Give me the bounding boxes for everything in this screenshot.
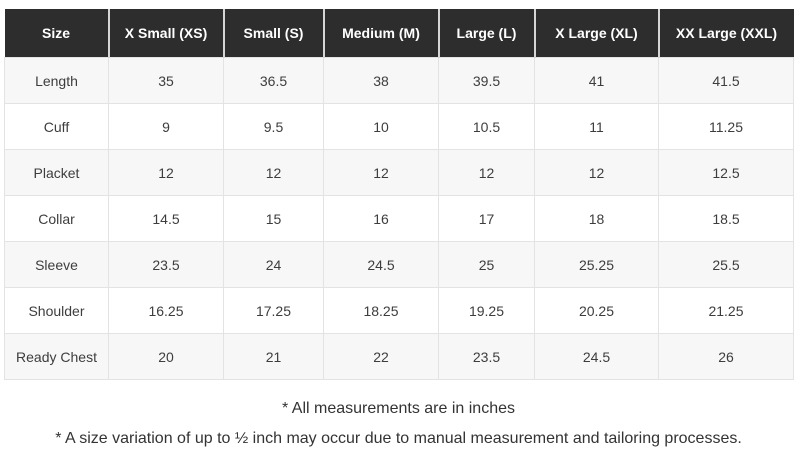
row-label: Collar — [4, 195, 109, 242]
measurement-cell: 23.5 — [438, 333, 535, 380]
measurement-cell: 9 — [108, 103, 224, 150]
row-label: Shoulder — [4, 287, 109, 334]
column-header: Medium (M) — [322, 9, 439, 58]
measurement-cell: 41.5 — [658, 57, 794, 104]
measurement-cell: 36.5 — [223, 57, 324, 104]
measurement-cell: 19.25 — [438, 287, 535, 334]
table-row: Collar 14.5 15 16 17 18 18.5 — [4, 195, 794, 242]
measurement-cell: 16 — [323, 195, 439, 242]
row-label: Ready Chest — [4, 333, 109, 380]
measurement-cell: 20.25 — [534, 287, 659, 334]
measurement-cell: 25.5 — [658, 241, 794, 288]
size-chart-body: Length 35 36.5 38 39.5 41 41.5 Cuff 9 9.5 10 10.5 11… — [4, 57, 794, 380]
column-header: Small (S) — [222, 9, 324, 58]
measurement-cell: 17 — [438, 195, 535, 242]
measurement-cell: 25.25 — [534, 241, 659, 288]
measurement-cell: 35 — [108, 57, 224, 104]
table-row: Ready Chest 20 21 22 23.5 24.5 26 — [4, 333, 794, 380]
measurement-cell: 15 — [223, 195, 324, 242]
measurement-cell: 14.5 — [108, 195, 224, 242]
measurement-cell: 39.5 — [438, 57, 535, 104]
measurement-cell: 38 — [323, 57, 439, 104]
note-size-variation: * A size variation of up to ½ inch may o… — [55, 430, 742, 447]
measurement-cell: 11.25 — [658, 103, 794, 150]
table-row: Cuff 9 9.5 10 10.5 11 11.25 — [4, 103, 794, 150]
measurement-cell: 20 — [108, 333, 224, 380]
row-label: Length — [4, 57, 109, 104]
measurement-cell: 24 — [223, 241, 324, 288]
measurement-cell: 12.5 — [658, 149, 794, 196]
row-label: Placket — [4, 149, 109, 196]
size-chart: Size X Small (XS) Small (S) Medium (M) Large… — [4, 9, 794, 454]
column-header: X Small (XS) — [107, 9, 224, 58]
measurement-cell: 12 — [108, 149, 224, 196]
measurement-cell: 11 — [534, 103, 659, 150]
measurement-cell: 21.25 — [658, 287, 794, 334]
column-header-size: Size — [4, 9, 109, 58]
measurement-cell: 10 — [323, 103, 439, 150]
measurement-cell: 18.5 — [658, 195, 794, 242]
measurement-cell: 18 — [534, 195, 659, 242]
measurement-cell: 23.5 — [108, 241, 224, 288]
size-chart-header: Size X Small (XS) Small (S) Medium (M) Large… — [4, 9, 794, 58]
measurement-cell: 22 — [323, 333, 439, 380]
column-header: XX Large (XXL) — [657, 9, 794, 58]
measurement-cell: 9.5 — [223, 103, 324, 150]
column-header: X Large (XL) — [533, 9, 659, 58]
row-label: Cuff — [4, 103, 109, 150]
table-row: Length 35 36.5 38 39.5 41 41.5 — [4, 57, 794, 104]
measurement-cell: 12 — [323, 149, 439, 196]
measurement-cell: 12 — [223, 149, 324, 196]
table-row: Shoulder 16.25 17.25 18.25 19.25 20.25 21.25 — [4, 287, 794, 334]
measurement-cell: 18.25 — [323, 287, 439, 334]
measurement-cell: 26 — [658, 333, 794, 380]
table-row: Placket 12 12 12 12 12 12.5 — [4, 149, 794, 196]
measurement-cell: 21 — [223, 333, 324, 380]
measurement-cell: 12 — [534, 149, 659, 196]
header-row: Size X Small (XS) Small (S) Medium (M) Large… — [4, 9, 794, 58]
measurement-cell: 24.5 — [534, 333, 659, 380]
measurement-cell: 12 — [438, 149, 535, 196]
measurement-cell: 25 — [438, 241, 535, 288]
note-units: * All measurements are in inches — [282, 400, 515, 417]
measurement-cell: 41 — [534, 57, 659, 104]
measurement-cell: 17.25 — [223, 287, 324, 334]
row-label: Sleeve — [4, 241, 109, 288]
measurement-cell: 16.25 — [108, 287, 224, 334]
measurement-notes: * All measurements are in inches * A siz… — [4, 380, 793, 454]
measurement-cell: 24.5 — [323, 241, 439, 288]
table-row: Sleeve 23.5 24 24.5 25 25.25 25.5 — [4, 241, 794, 288]
size-chart-table: Size X Small (XS) Small (S) Medium (M) Large… — [4, 9, 794, 380]
column-header: Large (L) — [437, 9, 535, 58]
measurement-cell: 10.5 — [438, 103, 535, 150]
